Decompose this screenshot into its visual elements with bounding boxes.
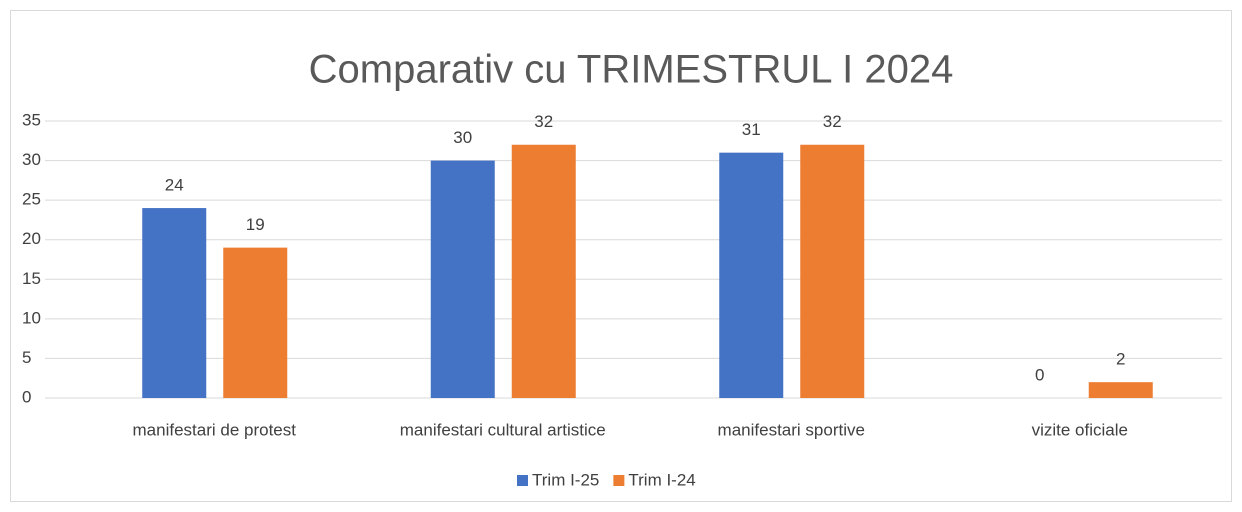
- bar: [142, 208, 207, 398]
- legend-swatch: [613, 475, 625, 486]
- x-tick-label: manifestari cultural artistice: [400, 420, 606, 439]
- x-tick-label: vizite oficiale: [1032, 420, 1128, 439]
- y-tick-label: 5: [22, 348, 31, 367]
- value-label: 19: [246, 215, 265, 234]
- value-label: 32: [534, 112, 553, 131]
- value-label: 0: [1035, 365, 1044, 384]
- chart-title: Comparativ cu TRIMESTRUL I 2024: [309, 48, 954, 92]
- bar: [430, 160, 495, 398]
- bar: [800, 144, 865, 398]
- chart-border: [10, 10, 1232, 502]
- value-label: 31: [742, 120, 761, 139]
- x-tick-label: manifestari de protest: [133, 420, 297, 439]
- value-label: 2: [1116, 350, 1125, 369]
- legend-swatch: [517, 475, 528, 486]
- value-label: 32: [823, 112, 842, 131]
- bar: [223, 247, 288, 398]
- bar: [1088, 382, 1153, 398]
- y-tick-label: 35: [22, 110, 41, 129]
- y-tick-label: 20: [22, 229, 41, 248]
- bar: [511, 144, 576, 398]
- value-label: 24: [165, 176, 184, 195]
- y-tick-label: 30: [22, 150, 41, 169]
- value-label: 30: [453, 128, 472, 147]
- y-tick-label: 0: [22, 387, 31, 406]
- y-tick-label: 15: [22, 269, 41, 288]
- bar: [719, 152, 784, 398]
- y-tick-label: 25: [22, 190, 41, 209]
- x-tick-label: manifestari sportive: [718, 420, 865, 439]
- legend-label: Trim I-24: [628, 470, 695, 489]
- legend-label: Trim I-25: [532, 470, 599, 489]
- y-tick-label: 10: [22, 308, 41, 327]
